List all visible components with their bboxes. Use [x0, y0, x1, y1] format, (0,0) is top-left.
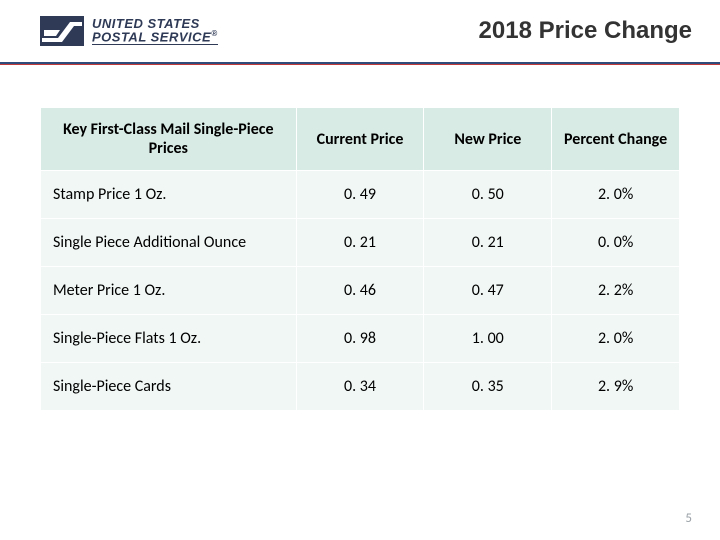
- cell-pct: 2. 9%: [552, 363, 680, 411]
- cell-new: 1. 00: [424, 315, 552, 363]
- header: UNITED STATES POSTAL SERVICE® 2018 Price…: [0, 0, 720, 62]
- eagle-icon: [40, 16, 84, 46]
- logo-line-2: POSTAL SERVICE®: [92, 30, 218, 45]
- cell-label: Single Piece Additional Ounce: [41, 219, 297, 267]
- cell-label: Single-Piece Flats 1 Oz.: [41, 315, 297, 363]
- col-header-new: New Price: [424, 108, 552, 171]
- cell-current: 0. 49: [296, 171, 424, 219]
- cell-current: 0. 34: [296, 363, 424, 411]
- cell-new: 0. 21: [424, 219, 552, 267]
- cell-pct: 2. 2%: [552, 267, 680, 315]
- table-row: Single Piece Additional Ounce 0. 21 0. 2…: [41, 219, 680, 267]
- table-row: Single-Piece Cards 0. 34 0. 35 2. 9%: [41, 363, 680, 411]
- cell-current: 0. 98: [296, 315, 424, 363]
- cell-current: 0. 21: [296, 219, 424, 267]
- cell-label: Meter Price 1 Oz.: [41, 267, 297, 315]
- cell-pct: 0. 0%: [552, 219, 680, 267]
- cell-pct: 2. 0%: [552, 171, 680, 219]
- col-header-current: Current Price: [296, 108, 424, 171]
- cell-pct: 2. 0%: [552, 315, 680, 363]
- col-header-pct: Percent Change: [552, 108, 680, 171]
- price-table-container: Key First-Class Mail Single-Piece Prices…: [0, 65, 720, 411]
- cell-new: 0. 50: [424, 171, 552, 219]
- table-row: Stamp Price 1 Oz. 0. 49 0. 50 2. 0%: [41, 171, 680, 219]
- table-header-row: Key First-Class Mail Single-Piece Prices…: [41, 108, 680, 171]
- price-table: Key First-Class Mail Single-Piece Prices…: [40, 107, 680, 411]
- col-header-item: Key First-Class Mail Single-Piece Prices: [41, 108, 297, 171]
- table-row: Single-Piece Flats 1 Oz. 0. 98 1. 00 2. …: [41, 315, 680, 363]
- cell-new: 0. 35: [424, 363, 552, 411]
- logo-line-1: UNITED STATES: [92, 17, 218, 30]
- cell-label: Single-Piece Cards: [41, 363, 297, 411]
- page-title: 2018 Price Change: [479, 17, 692, 45]
- table-row: Meter Price 1 Oz. 0. 46 0. 47 2. 2%: [41, 267, 680, 315]
- page-number: 5: [685, 511, 692, 526]
- usps-logo: UNITED STATES POSTAL SERVICE®: [40, 16, 218, 46]
- usps-logo-text: UNITED STATES POSTAL SERVICE®: [92, 17, 218, 45]
- cell-current: 0. 46: [296, 267, 424, 315]
- cell-new: 0. 47: [424, 267, 552, 315]
- cell-label: Stamp Price 1 Oz.: [41, 171, 297, 219]
